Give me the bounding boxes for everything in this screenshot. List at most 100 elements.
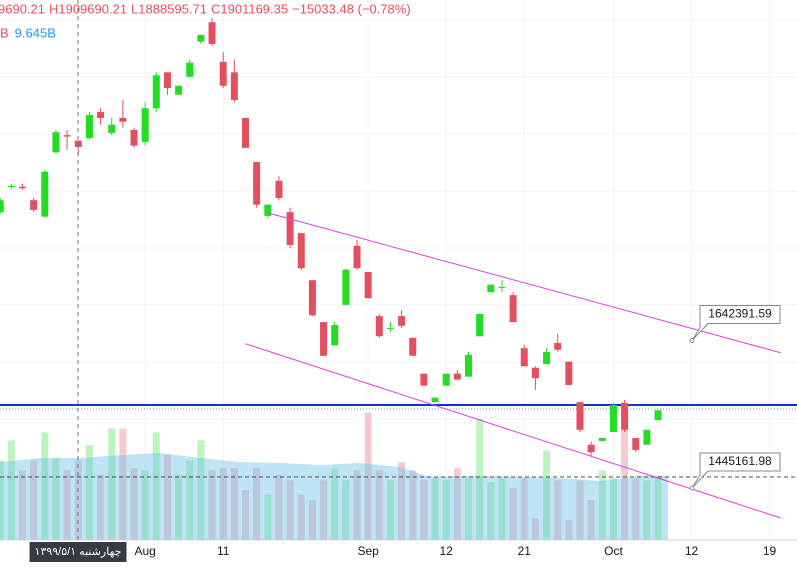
grid xyxy=(0,19,797,477)
candle-body xyxy=(476,313,484,337)
volume-bar xyxy=(308,500,316,540)
crosshair-label-box xyxy=(29,542,127,562)
volume-bar xyxy=(331,468,339,540)
candle-body xyxy=(398,316,406,326)
volume-bar xyxy=(242,490,249,540)
volume-bar xyxy=(208,470,216,540)
volume-bar xyxy=(342,480,350,540)
volume-bar xyxy=(119,428,127,540)
volume-bar xyxy=(487,482,495,540)
volume-bar xyxy=(509,488,517,540)
candle-body xyxy=(308,280,316,316)
volume-bar xyxy=(141,470,149,540)
volume-bar xyxy=(375,470,383,540)
x-tick-label: Aug xyxy=(134,544,155,558)
candle-body xyxy=(520,348,528,367)
volume-bar xyxy=(130,468,138,540)
volume-bar xyxy=(598,470,606,540)
candle-body xyxy=(598,437,606,441)
x-tick-label: 12 xyxy=(440,544,454,558)
trendline xyxy=(267,212,781,354)
volume-bar xyxy=(219,468,227,540)
candle-body xyxy=(543,351,551,364)
volume-bar xyxy=(230,468,238,540)
candle-body xyxy=(364,271,372,299)
volume-bar xyxy=(19,470,26,540)
candle-body xyxy=(219,61,227,86)
volume-bar xyxy=(431,478,439,540)
candle-body xyxy=(409,337,417,356)
volume-bar xyxy=(63,470,71,540)
volume-bar xyxy=(175,474,183,540)
volume-bar xyxy=(197,440,205,540)
x-tick-label: 12 xyxy=(685,544,699,558)
candle-body xyxy=(453,373,461,380)
candle-body xyxy=(152,75,160,109)
trendline-anchor xyxy=(689,337,695,343)
candle-body xyxy=(465,354,472,377)
candle-body xyxy=(41,171,49,217)
volume-bar xyxy=(554,480,562,540)
candle-body xyxy=(386,328,394,330)
candle-body xyxy=(320,322,328,356)
volume-bar xyxy=(163,455,171,540)
volume-bar xyxy=(264,494,272,540)
candle-body xyxy=(242,117,249,148)
volume-average-area xyxy=(0,453,668,540)
candle-body xyxy=(331,325,339,346)
volume-bar xyxy=(465,478,472,540)
candle-body xyxy=(0,200,4,213)
candle-body xyxy=(119,117,127,122)
trendline-label: 1445161.98 xyxy=(708,454,772,468)
candle-body xyxy=(108,124,116,133)
candle-body xyxy=(141,108,149,142)
volume-bar xyxy=(442,480,450,540)
volume-bar xyxy=(498,478,506,540)
volume-bar xyxy=(565,520,573,540)
candle-body xyxy=(19,186,26,189)
candle-body xyxy=(230,72,238,100)
candle-body xyxy=(74,140,82,147)
volume-bar xyxy=(398,462,406,540)
volume-bar xyxy=(531,518,539,540)
candle-body xyxy=(609,405,617,433)
volume-bar xyxy=(364,412,372,540)
volume-bar xyxy=(654,475,662,540)
volume-bar xyxy=(643,480,651,540)
candle-body xyxy=(175,85,183,95)
candle-body xyxy=(587,444,595,453)
volume-bar xyxy=(186,460,194,540)
candle-body xyxy=(375,316,383,337)
volume-bar xyxy=(632,478,640,540)
candle-body xyxy=(498,286,506,288)
ohlc-label: L1888595.71 xyxy=(131,1,207,16)
candle-body xyxy=(30,200,38,210)
volume-bar xyxy=(275,474,283,540)
volume-bar xyxy=(386,480,394,540)
volume-bar xyxy=(297,494,305,540)
volume-bar xyxy=(41,432,49,540)
candle-body xyxy=(63,135,71,137)
candle-body xyxy=(431,397,439,403)
ohlc-label: C1901169.35 xyxy=(211,1,288,16)
volume-bars xyxy=(0,412,662,540)
candle-body xyxy=(576,402,584,430)
candle-body xyxy=(163,72,171,89)
candle-body xyxy=(264,204,272,216)
candle-body xyxy=(621,402,629,430)
volume-bar xyxy=(74,460,82,540)
volume-bar xyxy=(30,460,38,540)
crosshair-label: چهارشنبه ۱۳۹۹/۵/۱ xyxy=(35,546,122,558)
x-tick-label: 11 xyxy=(217,544,230,558)
trendline-label-box xyxy=(691,452,781,489)
candle-body xyxy=(531,367,539,379)
candle-body xyxy=(297,233,305,269)
volume-bar xyxy=(453,468,461,540)
volume-bar xyxy=(543,450,551,540)
x-axis-labels: Aug 11 Sep 12 21 Oct 12 19 xyxy=(134,544,776,558)
trendline-label: 1642391.59 xyxy=(708,307,772,321)
candle-body xyxy=(97,111,105,118)
volume-bar xyxy=(253,468,261,540)
candle-body xyxy=(85,114,93,139)
candle-body xyxy=(643,429,651,445)
